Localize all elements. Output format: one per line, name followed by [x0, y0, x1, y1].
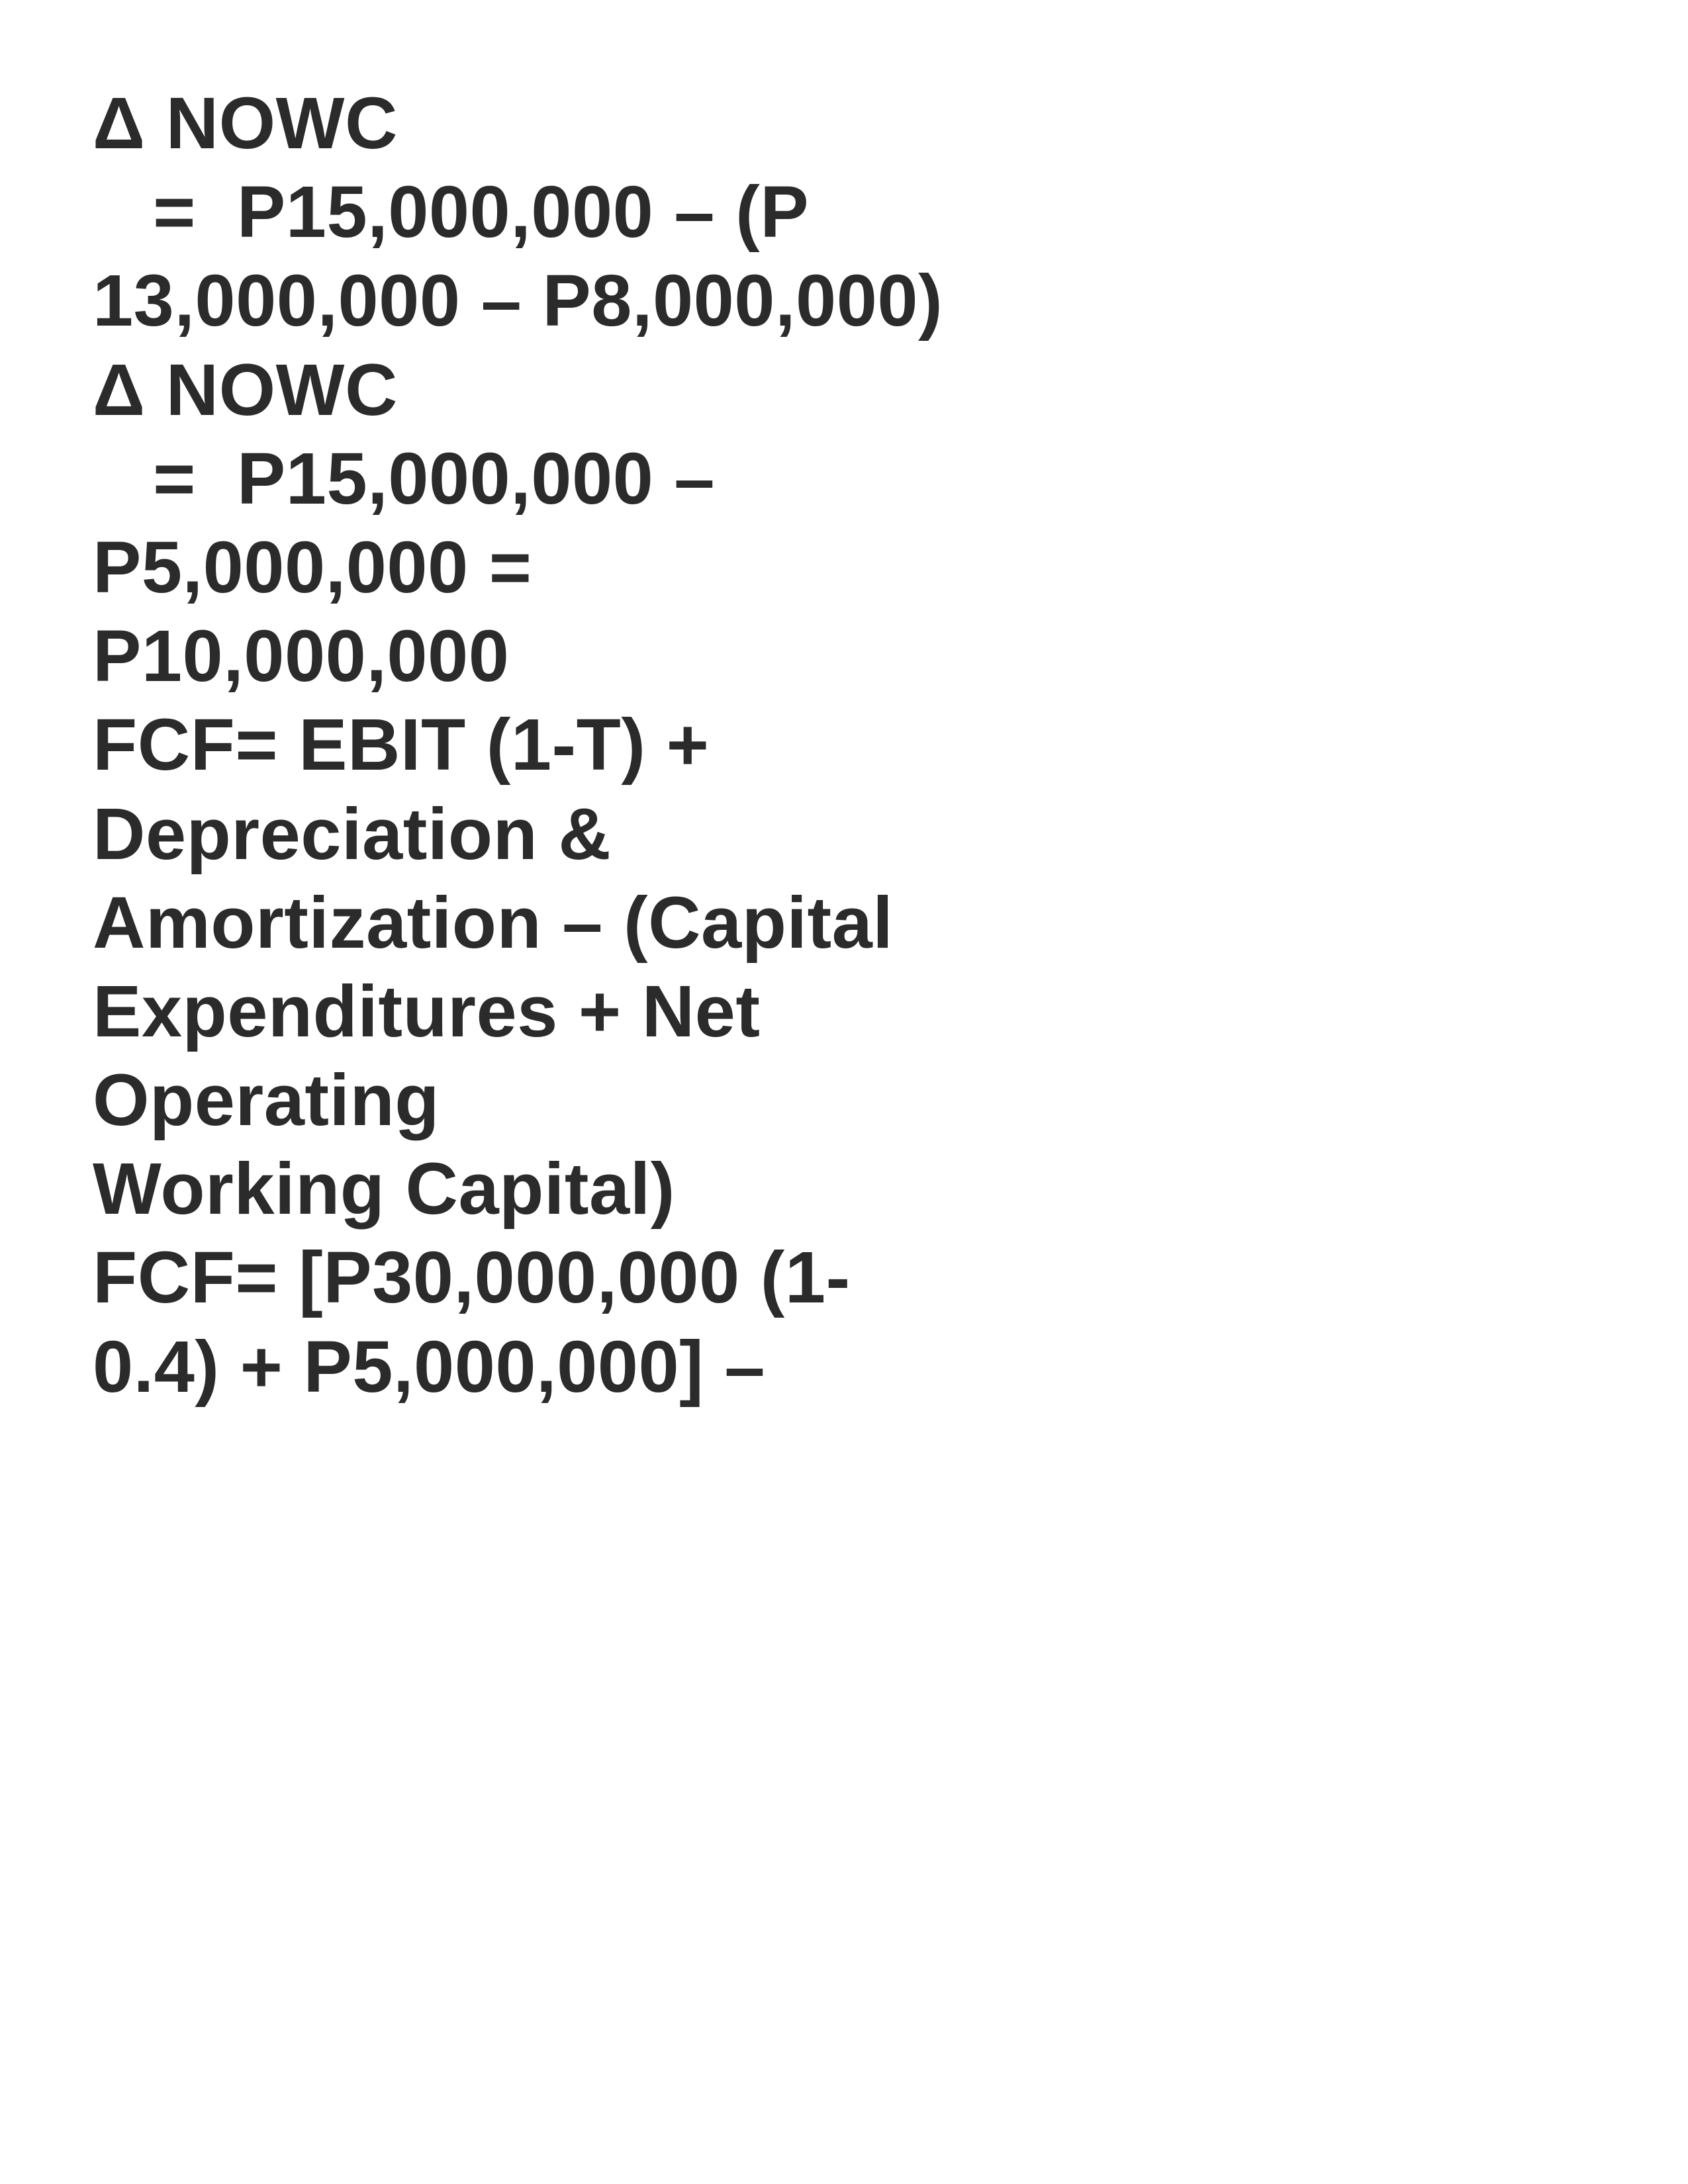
text-line: Expenditures + Net [93, 968, 1595, 1056]
text-line: Operating [93, 1056, 1595, 1145]
text-line: FCF= EBIT (1-T) + [93, 701, 1595, 790]
text-line: Amortization – (Capital [93, 879, 1595, 968]
text-line: Δ NOWC [93, 79, 1595, 168]
text-line: = P15,000,000 – (P [93, 168, 1595, 257]
text-line: Working Capital) [93, 1145, 1595, 1234]
text-line: Δ NOWC [93, 346, 1595, 435]
text-line: Depreciation & [93, 790, 1595, 879]
text-line: P5,000,000 = [93, 523, 1595, 612]
text-line: P10,000,000 [93, 612, 1595, 701]
document-page: Δ NOWC = P15,000,000 – (P 13,000,000 – P… [0, 0, 1688, 1491]
text-line: FCF= [P30,000,000 (1- [93, 1234, 1595, 1322]
text-line: 0.4) + P5,000,000] – [93, 1323, 1595, 1412]
text-line: 13,000,000 – P8,000,000) [93, 257, 1595, 345]
text-line: = P15,000,000 – [93, 435, 1595, 523]
